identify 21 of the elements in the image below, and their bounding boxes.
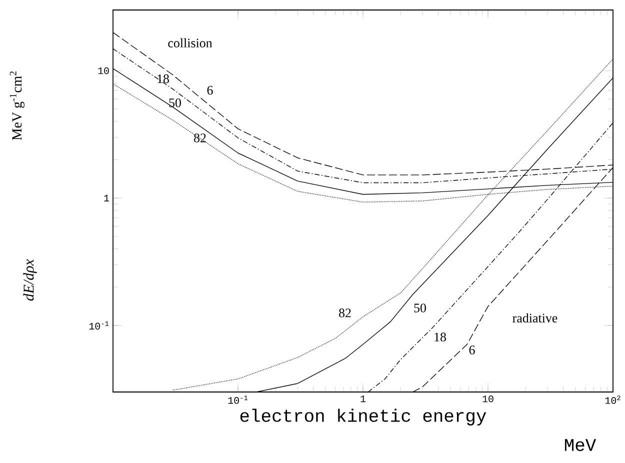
x-tick-label: 10$^{2}$ [605,396,620,404]
annotation: collision [168,38,212,48]
y-tick-label: 10 [98,67,109,74]
text: MeV [564,439,596,452]
annotation: 6 [469,346,475,354]
y-tick-label: 1 [104,194,109,202]
annotation: 18 [434,332,446,342]
x-tick-label: 10$^{-1}$ [228,396,248,404]
annotation: 82 [339,308,351,318]
text: dE/dρx [23,259,37,301]
annotation: 18 [158,74,169,84]
x-tick-label: 1 [360,396,366,402]
annotation: 50 [414,304,426,312]
annotation: 6 [207,86,213,95]
y-axis-title: MeV g$^{-1}$cm$^{2}$ [10,71,24,140]
x-tick-label: 10 [482,396,494,402]
annotation: 50 [169,98,181,108]
y-tick-label: 10$^{-1}$ [89,321,109,330]
x-axis-title: electron kinetic energy [240,408,486,426]
annotation: radiative [512,313,558,322]
annotation: 82 [194,134,206,142]
